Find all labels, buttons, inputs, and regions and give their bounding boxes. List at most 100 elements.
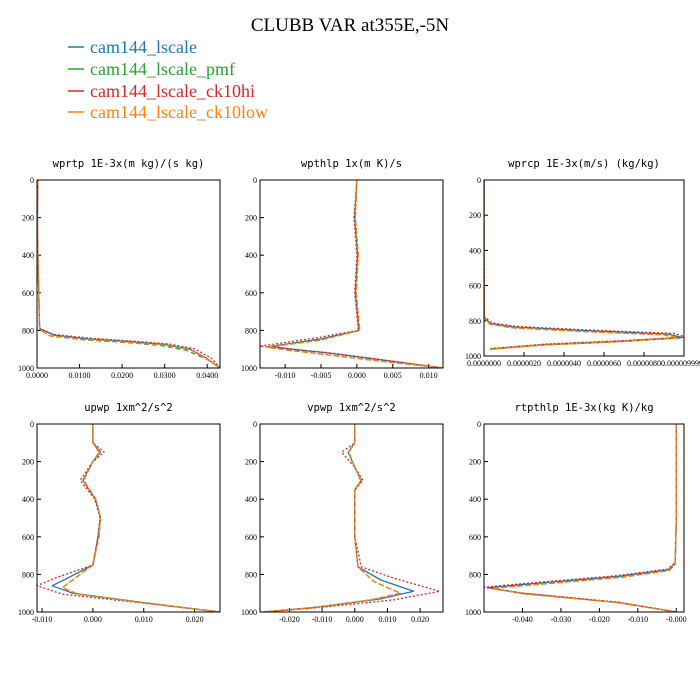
y-tick-label: 400 xyxy=(22,251,34,260)
series-line xyxy=(61,424,220,612)
y-tick-label: 1000 xyxy=(241,608,257,617)
legend-label: cam144_lscale xyxy=(90,37,197,57)
y-tick-label: 600 xyxy=(22,533,34,542)
series-line xyxy=(484,180,683,350)
y-tick-label: 200 xyxy=(469,211,481,220)
y-tick-label: 400 xyxy=(245,251,257,260)
chart-panel: wprcp 1E-3x(m/s) (kg/kg) 0 200 400 600 800 100… xyxy=(465,158,700,368)
y-tick-label: 0 xyxy=(253,420,257,429)
x-tick-label: -0.010 xyxy=(275,371,296,380)
chart-panel: wprtp 1E-3x(m kg)/(s kg) 0 200 400 600 800 100… xyxy=(18,158,221,380)
y-tick-label: 600 xyxy=(245,289,257,298)
series-line xyxy=(37,424,220,612)
legend-item: cam144_lscale_ck10hi xyxy=(68,81,255,101)
panels: wprtp 1E-3x(m kg)/(s kg) 0 200 400 600 800 100… xyxy=(18,158,700,624)
x-tick-label: 0.005 xyxy=(384,371,402,380)
legend-label: cam144_lscale_ck10hi xyxy=(90,81,255,101)
plot-frame xyxy=(483,179,685,357)
y-tick-label: 1000 xyxy=(465,608,481,617)
x-tick-label: 0.0000000 xyxy=(467,359,501,368)
legend-item: cam144_lscale xyxy=(68,37,197,57)
series-line xyxy=(51,424,220,612)
plot-frame xyxy=(36,423,221,613)
series-line xyxy=(270,180,443,368)
series-group xyxy=(260,180,443,368)
x-tick-label: 0.0000 xyxy=(26,371,48,380)
x-tick-label: 0.0000080 xyxy=(627,359,661,368)
x-tick-label: 0.020 xyxy=(411,615,429,624)
legend-item: cam144_lscale_ck10low xyxy=(68,102,268,122)
x-tick-label: -0.010 xyxy=(628,615,649,624)
legend-label: cam144_lscale_ck10low xyxy=(90,102,268,122)
x-tick-label: 0.0400 xyxy=(196,371,218,380)
y-tick-label: 600 xyxy=(245,533,257,542)
y-tick-label: 1000 xyxy=(18,608,34,617)
y-tick-label: 400 xyxy=(22,495,34,504)
series-line xyxy=(37,180,220,368)
y-tick-label: 400 xyxy=(245,495,257,504)
y-tick-label: 200 xyxy=(22,458,34,467)
y-tick-label: 800 xyxy=(245,326,257,335)
series-line xyxy=(61,424,220,612)
y-tick-label: 0 xyxy=(30,176,34,185)
series-group xyxy=(37,424,220,612)
x-tick-label: -0.005 xyxy=(311,371,332,380)
x-tick-label: 0.0000099999 xyxy=(661,359,700,368)
y-tick-label: 800 xyxy=(469,317,481,326)
y-tick-label: 1000 xyxy=(465,352,481,361)
plot-frame xyxy=(259,179,444,369)
y-tick-label: 0 xyxy=(477,420,481,429)
panel-title: vpwp 1xm^2/s^2 xyxy=(307,402,396,414)
chart-panel: vpwp 1xm^2/s^2 0 200 400 600 800 1000 -0.020 -0.… xyxy=(241,402,444,624)
legend-label: cam144_lscale_pmf xyxy=(90,59,235,79)
x-tick-label: -0.010 xyxy=(32,615,53,624)
y-tick-label: 800 xyxy=(469,570,481,579)
series-line xyxy=(37,180,220,368)
y-tick-label: 800 xyxy=(22,570,34,579)
plot-frame xyxy=(483,423,685,613)
x-tick-label: 0.0000060 xyxy=(587,359,621,368)
plot-frame xyxy=(36,179,221,369)
series-line xyxy=(37,180,220,368)
x-tick-label: -0.010 xyxy=(312,615,333,624)
y-tick-label: 200 xyxy=(245,458,257,467)
x-tick-label: 0.020 xyxy=(186,615,204,624)
chart-panel: wpthlp 1x(m K)/s 0 200 400 600 800 1000 -0.010 -… xyxy=(241,158,444,380)
x-tick-label: -0.000 xyxy=(666,615,687,624)
x-tick-label: 0.010 xyxy=(378,615,396,624)
x-tick-label: 0.0000020 xyxy=(507,359,541,368)
y-tick-label: 200 xyxy=(469,458,481,467)
y-tick-label: 0 xyxy=(477,176,481,185)
series-line xyxy=(263,424,415,612)
y-tick-label: 200 xyxy=(245,214,257,223)
y-tick-label: 600 xyxy=(469,282,481,291)
series-line xyxy=(484,180,681,350)
series-group xyxy=(37,180,220,368)
legend: cam144_lscale cam144_lscale_pmf cam144_l… xyxy=(68,37,268,122)
legend-item: cam144_lscale_pmf xyxy=(68,59,235,79)
figure-title: CLUBB VAR at355E,-5N xyxy=(251,15,450,36)
series-group xyxy=(263,424,441,612)
x-tick-label: -0.020 xyxy=(589,615,610,624)
plot-frame xyxy=(259,423,444,613)
x-tick-label: -0.030 xyxy=(551,615,572,624)
y-tick-label: 800 xyxy=(245,570,257,579)
x-tick-label: 0.010 xyxy=(135,615,153,624)
y-tick-label: 1000 xyxy=(18,364,34,373)
x-tick-label: 0.0000040 xyxy=(547,359,581,368)
x-tick-label: 0.0300 xyxy=(154,371,176,380)
y-tick-label: 400 xyxy=(469,495,481,504)
series-line xyxy=(260,180,443,368)
x-tick-label: 0.0100 xyxy=(69,371,91,380)
series-line xyxy=(37,180,220,368)
panel-title: wprcp 1E-3x(m/s) (kg/kg) xyxy=(508,158,660,170)
x-tick-label: 0.000 xyxy=(348,371,366,380)
series-line xyxy=(484,424,677,612)
x-tick-label: 0.000 xyxy=(84,615,102,624)
y-tick-label: 600 xyxy=(469,533,481,542)
x-tick-label: 0.0200 xyxy=(111,371,133,380)
y-tick-label: 600 xyxy=(22,289,34,298)
series-line xyxy=(484,180,679,350)
panel-title: upwp 1xm^2/s^2 xyxy=(84,402,173,414)
